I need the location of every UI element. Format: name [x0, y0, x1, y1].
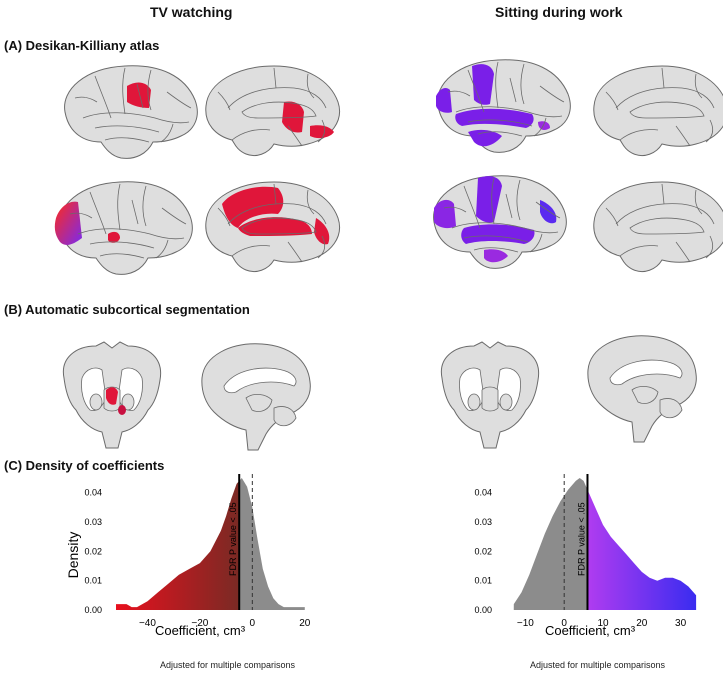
work-region-occipital: [538, 121, 550, 130]
work-nonsignificant-area: [513, 478, 588, 610]
tv-region-parietal: [127, 82, 151, 108]
section-a-label: (A) Desikan-Killiany atlas: [4, 38, 160, 53]
tv-density-chart: FDR P value < .05 0.00 0.01 0.02 0.03 0.04 −40…: [65, 474, 311, 638]
tv-region-cingulate-a: [222, 186, 284, 228]
tv-x-tick-1: −20: [191, 618, 208, 629]
work-lateral-brain-upper: [436, 59, 571, 153]
work-y-tick-0: 0.00: [474, 605, 492, 615]
tv-plot-area: FDR P value < .05 0.00 0.01 0.02 0.03 0.04 −40…: [84, 474, 311, 629]
tv-nonsignificant-area: [239, 478, 305, 610]
section-b-label: (B) Automatic subcortical segmentation: [4, 302, 250, 317]
tv-region-frontal: [54, 201, 82, 245]
tv-y-tick-0: 0.00: [84, 605, 102, 615]
tv-x-tick-2: 0: [250, 618, 256, 629]
tv-region-subcortical: [118, 405, 126, 415]
work-region-temporal: [455, 108, 534, 128]
tv-region-medial-a: [282, 101, 304, 133]
work-medial-brain-lower: [593, 181, 723, 273]
tv-region-cingulate-b: [238, 217, 312, 236]
tv-y-tick-4: 0.04: [84, 488, 102, 498]
tv-sagittal-slice: [201, 343, 311, 451]
tv-y-tick-1: 0.01: [84, 576, 102, 586]
tv-region-occipital: [314, 218, 330, 245]
section-c-label: (C) Density of coefficients: [4, 458, 165, 473]
tv-significant-area: [116, 480, 240, 610]
tv-medial-brain-lower: [205, 181, 341, 273]
tv-lateral-brain-lower: [54, 181, 193, 275]
tv-y-axis-label: Density: [65, 532, 81, 579]
tv-region-medial-b: [310, 125, 334, 139]
work-region-frontal-lower: [434, 199, 456, 229]
tv-medial-brain-upper: [205, 65, 341, 157]
tv-x-tick-0: −40: [139, 618, 156, 629]
work-sagittal-slice: [587, 335, 697, 443]
work-x-tick-3: 20: [636, 618, 648, 629]
work-region-precentral: [472, 64, 494, 105]
work-density-chart: FDR P value < .05 0.00 0.01 0.02 0.03 0.04 −10…: [474, 474, 697, 638]
column-title-tv: TV watching: [150, 4, 233, 20]
work-region-temporal-pole: [484, 249, 508, 263]
work-significant-area: [587, 489, 697, 610]
work-region-parietal-lower: [540, 200, 557, 224]
work-medial-brain-upper: [593, 65, 723, 157]
tv-y-tick-3: 0.03: [84, 517, 102, 527]
work-y-tick-1: 0.01: [474, 576, 492, 586]
tv-threshold-label: FDR P value < .05: [228, 502, 238, 576]
tv-x-tick-3: 20: [299, 618, 311, 629]
work-caption: Adjusted for multiple comparisons: [530, 660, 666, 670]
work-x-tick-1: 0: [561, 618, 567, 629]
work-threshold-label: FDR P value < .05: [576, 502, 586, 576]
work-x-tick-0: −10: [517, 618, 534, 629]
work-x-tick-2: 10: [597, 618, 609, 629]
work-x-tick-4: 30: [675, 618, 687, 629]
tv-caption: Adjusted for multiple comparisons: [160, 660, 296, 670]
work-y-tick-4: 0.04: [474, 488, 492, 498]
work-lateral-brain-lower: [433, 175, 567, 269]
work-y-tick-2: 0.02: [474, 546, 492, 556]
tv-lateral-brain-upper: [64, 65, 198, 159]
work-region-motor: [476, 176, 502, 223]
work-coronal-slice: [440, 341, 540, 449]
tv-x-axis-label: Coefficient, cm³: [155, 623, 246, 638]
work-plot-area: FDR P value < .05 0.00 0.01 0.02 0.03 0.04 −10…: [474, 474, 697, 629]
tv-region-temporal: [108, 231, 120, 243]
work-y-tick-3: 0.03: [474, 517, 492, 527]
tv-coronal-slice: [62, 341, 162, 449]
work-region-inferior: [468, 129, 502, 147]
tv-region-thalamus: [106, 387, 118, 405]
column-title-work: Sitting during work: [495, 4, 623, 20]
work-x-axis-label: Coefficient, cm³: [545, 623, 636, 638]
tv-y-tick-2: 0.02: [84, 546, 102, 556]
work-region-frontal: [436, 88, 452, 113]
